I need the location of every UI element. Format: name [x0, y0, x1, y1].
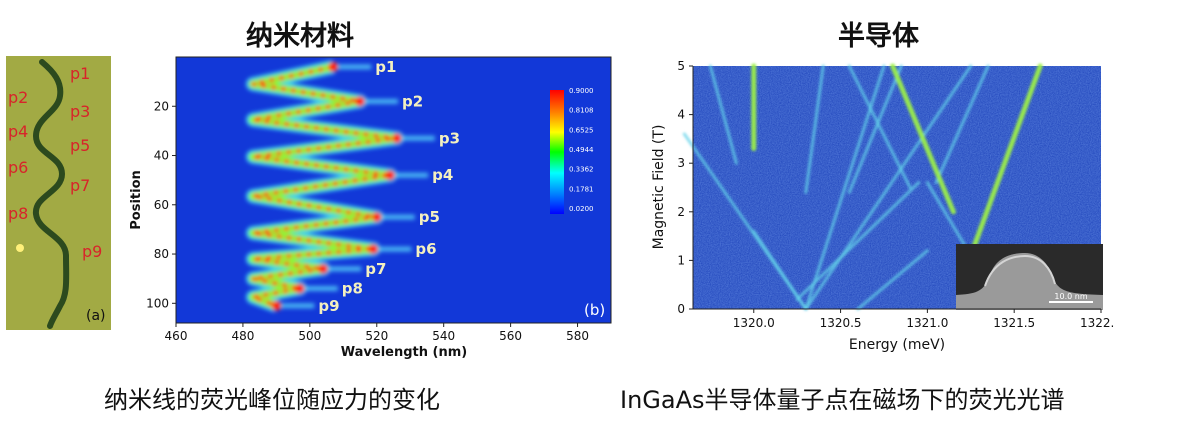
b-xtick-label: 520	[365, 329, 388, 343]
peak-point	[371, 212, 382, 223]
field-dispersion-line	[934, 64, 990, 185]
peak-point	[271, 300, 282, 311]
r-ytick-label: 1	[677, 253, 685, 267]
colorbar-tick: 0.6525	[569, 126, 594, 134]
b-xlabel: Wavelength (nm)	[341, 345, 467, 360]
magnetic-field-spectrum-chart: 10.0 nm 1320.0 1320.5 1321.0 1321.5 1322.0 0 1…	[651, 59, 1115, 353]
colorbar-tick: 0.3362	[569, 166, 594, 174]
b-ytick-label: 80	[154, 247, 169, 261]
r-xtick-label: 1322.0	[1080, 316, 1115, 330]
peak-label-p7: p7	[365, 260, 386, 278]
peak-label-p4: p4	[432, 166, 453, 184]
peak-point	[355, 96, 366, 107]
b-ytick-label: 20	[154, 99, 169, 113]
b-xtick-label: 540	[432, 329, 455, 343]
peak-label-p5: p5	[419, 208, 440, 226]
r-ytick-label: 3	[677, 156, 685, 170]
field-dispersion-line	[856, 249, 929, 311]
photo-label-p8: p8	[8, 204, 29, 223]
sem-inset: 10.0 nm	[956, 244, 1103, 310]
field-dispersion-line	[847, 64, 912, 189]
field-dispersion-line	[804, 64, 825, 194]
b-xtick-label: 560	[499, 329, 522, 343]
photo-label-p6: p6	[8, 158, 29, 177]
r-xlabel: Energy (meV)	[849, 337, 945, 353]
left-caption: 纳米线的荧光峰位随应力的变化	[104, 386, 440, 414]
photo-panel-label: (a)	[86, 308, 106, 324]
colorbar-tick: 0.1781	[569, 185, 594, 193]
peak-label-p1: p1	[375, 58, 396, 76]
colorbar	[550, 90, 564, 214]
nanowire-photo: p1 p2 p3 p4 p5 p6 p7 p8 p9 (a)	[6, 56, 111, 330]
photo-label-p4: p4	[8, 122, 29, 141]
r-ylabel: Magnetic Field (T)	[651, 125, 667, 250]
r-ytick-label: 5	[677, 59, 685, 73]
photo-label-p1: p1	[70, 64, 91, 83]
inset-scale-label: 10.0 nm	[1054, 292, 1087, 301]
b-ytick-label: 60	[154, 198, 169, 212]
field-dispersion-line	[890, 63, 956, 215]
r-xtick-label: 1321.0	[906, 316, 948, 330]
b-xtick-label: 580	[566, 329, 589, 343]
colorbar-tick: 0.0200	[569, 205, 594, 213]
right-heading: 半导体	[838, 21, 919, 52]
field-dispersion-line	[804, 64, 973, 311]
peak-point	[385, 170, 396, 181]
field-dispersion-line	[847, 64, 903, 194]
peak-point	[294, 283, 305, 294]
photo-label-p5: p5	[70, 136, 91, 155]
r-ytick-label: 0	[677, 302, 685, 316]
colorbar-tick: 0.9000	[569, 87, 594, 95]
peak-label-p2: p2	[402, 92, 423, 110]
r-ytick-label: 2	[677, 205, 685, 219]
field-dispersion-line	[968, 63, 1043, 259]
photo-label-p9: p9	[82, 242, 103, 261]
photo-label-p7: p7	[70, 176, 91, 195]
peak-label-p3: p3	[439, 129, 460, 147]
plot-b-background	[176, 57, 611, 323]
field-dispersion-line	[708, 64, 738, 165]
b-xtick-label: 460	[165, 329, 188, 343]
colorbar-tick: 0.8108	[569, 107, 594, 115]
peak-label-p8: p8	[342, 280, 363, 298]
b-ylabel: Position	[129, 170, 144, 230]
right-caption: InGaAs半导体量子点在磁场下的荧光光谱	[620, 386, 1065, 414]
peak-label-p9: p9	[318, 297, 339, 315]
peak-point	[318, 263, 329, 274]
peak-point	[328, 61, 339, 72]
b-ytick-label: 100	[146, 296, 169, 310]
b-xtick-label: 500	[298, 329, 321, 343]
b-ytick-label: 40	[154, 149, 169, 163]
peak-point	[391, 133, 402, 144]
panel-b-label: (b)	[584, 301, 605, 319]
nanowire-shape	[32, 59, 70, 329]
photo-label-p2: p2	[8, 88, 29, 107]
r-xtick-label: 1320.0	[733, 316, 775, 330]
field-dispersion-line	[925, 181, 973, 258]
left-heading: 纳米材料	[246, 21, 354, 52]
field-dispersion-line	[795, 181, 921, 301]
photo-label-p3: p3	[70, 102, 91, 121]
r-ytick-label: 4	[677, 108, 685, 122]
peak-label-p6: p6	[415, 240, 436, 258]
b-plot-frame	[175, 56, 612, 324]
colorbar-tick: 0.4944	[569, 146, 594, 154]
b-xtick-label: 480	[231, 329, 254, 343]
r-xtick-label: 1321.5	[993, 316, 1035, 330]
peak-point	[368, 244, 379, 255]
field-dispersion-line	[752, 229, 808, 311]
r-xtick-label: 1320.5	[820, 316, 862, 330]
